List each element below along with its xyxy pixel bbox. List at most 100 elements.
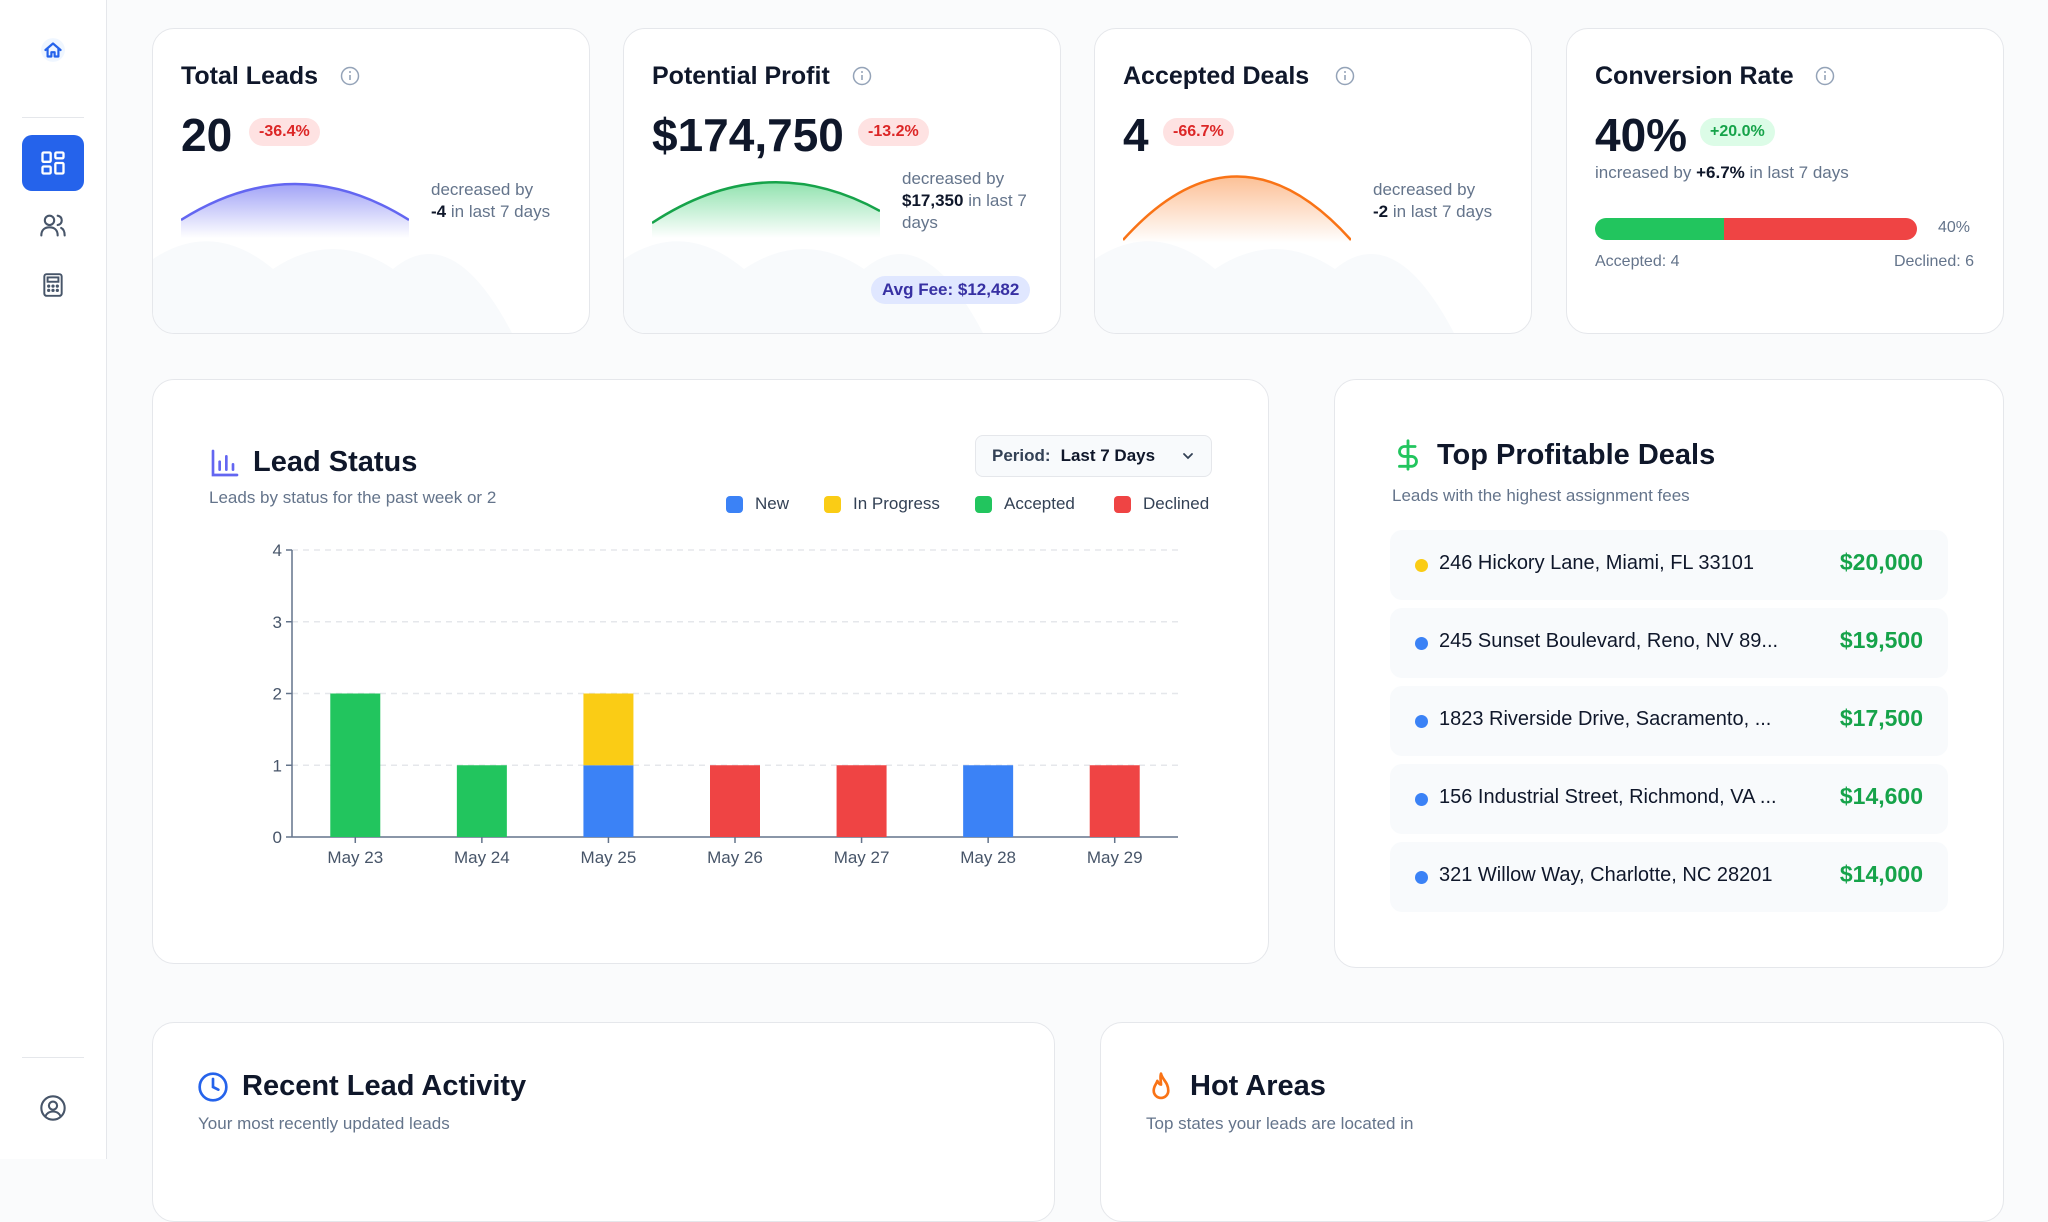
total-leads-title: Total Leads xyxy=(181,62,319,90)
potential-profit-value: $174,750 xyxy=(652,109,844,161)
home-icon xyxy=(41,38,65,62)
deal-item[interactable]: 156 Industrial Street, Richmond, VA ... $… xyxy=(1390,764,1948,834)
deal-amount: $20,000 xyxy=(1839,549,1923,575)
deal-amount: $17,500 xyxy=(1839,705,1923,731)
period-dropdown[interactable]: Period: Last 7 Days xyxy=(975,435,1212,477)
deal-address: 156 Industrial Street, Richmond, VA ... xyxy=(1439,786,1777,808)
accepted-deals-value: 4 xyxy=(1123,109,1149,161)
conversion-accepted-segment xyxy=(1595,218,1724,240)
period-value: Last 7 Days xyxy=(1060,446,1156,465)
legend-swatch xyxy=(824,495,841,513)
recent-activity-title: Recent Lead Activity xyxy=(242,1070,527,1102)
deal-address: 245 Sunset Boulevard, Reno, NV 89... xyxy=(1439,630,1779,652)
legend-label: Accepted xyxy=(1004,494,1075,513)
accepted-deals-card xyxy=(1094,28,1532,334)
y-tick-label: 0 xyxy=(273,828,282,847)
users-icon xyxy=(40,214,66,237)
deal-item[interactable]: 1823 Riverside Drive, Sacramento, ... $17… xyxy=(1390,686,1948,756)
sidebar xyxy=(0,0,107,1159)
background-wave-icon xyxy=(624,241,983,333)
potential-profit-change-badge: -13.2% xyxy=(858,118,929,146)
accepted-deals-sparkline xyxy=(1123,175,1351,243)
legend-label: New xyxy=(755,494,790,513)
status-dot xyxy=(1415,637,1428,650)
sidebar-divider xyxy=(22,1057,84,1058)
accepted-deals-change-badge: -66.7% xyxy=(1163,118,1234,146)
bar-accepted xyxy=(330,693,381,837)
lead-status-title: Lead Status xyxy=(253,446,418,478)
deal-amount: $14,000 xyxy=(1839,861,1923,887)
y-tick-label: 4 xyxy=(273,541,282,560)
deal-item[interactable]: 245 Sunset Boulevard, Reno, NV 89... $19,… xyxy=(1390,608,1948,678)
y-tick-label: 3 xyxy=(273,613,282,632)
legend-item-declined[interactable]: Declined xyxy=(1114,494,1209,514)
potential-profit-sparkline xyxy=(652,181,880,238)
total-leads-note: decreased by -4 in last 7 days xyxy=(431,180,551,221)
home-button[interactable] xyxy=(22,22,84,78)
bar-declined xyxy=(1089,765,1140,837)
status-dot xyxy=(1415,871,1428,884)
conversion-progress-bar xyxy=(1595,218,1917,240)
sidebar-item-leads[interactable] xyxy=(22,197,84,253)
deal-amount: $14,600 xyxy=(1839,783,1923,809)
deal-item[interactable]: 246 Hickory Lane, Miami, FL 33101 $20,000 xyxy=(1390,530,1948,600)
period-label: Period: xyxy=(992,446,1051,465)
background-wave-icon xyxy=(1095,241,1454,333)
info-icon[interactable] xyxy=(1815,66,1835,86)
x-tick-label: May 27 xyxy=(834,848,890,867)
total-leads-sparkline xyxy=(181,182,409,238)
potential-profit-card xyxy=(623,28,1061,334)
total-leads-card xyxy=(152,28,590,334)
x-tick-label: May 28 xyxy=(960,848,1016,867)
legend-item-new[interactable]: New xyxy=(726,494,789,514)
legend-item-accepted[interactable]: Accepted xyxy=(975,494,1075,514)
legend-label: Declined xyxy=(1143,494,1210,513)
sidebar-item-calculator[interactable] xyxy=(22,257,84,313)
bar-new xyxy=(963,765,1014,837)
y-tick-label: 1 xyxy=(273,756,282,775)
status-dot xyxy=(1415,793,1428,806)
x-tick-label: May 24 xyxy=(454,848,510,867)
flame-icon xyxy=(1152,1072,1170,1100)
deal-amount: $19,500 xyxy=(1839,627,1923,653)
legend-label: In Progress xyxy=(853,494,940,513)
x-tick-label: May 23 xyxy=(327,848,383,867)
sidebar-item-dashboard[interactable] xyxy=(22,135,84,191)
recent-activity-subtitle: Your most recently updated leads xyxy=(198,1114,450,1133)
conversion-rate-note: increased by +6.7% in last 7 days xyxy=(1595,163,1849,182)
conversion-rate-card xyxy=(1566,28,2004,334)
accepted-count: Accepted: 4 xyxy=(1595,253,1680,270)
info-icon[interactable] xyxy=(852,66,872,86)
info-icon[interactable] xyxy=(1335,66,1355,86)
bar-declined xyxy=(836,765,887,837)
y-tick-label: 2 xyxy=(273,685,282,704)
sidebar-divider xyxy=(22,117,84,118)
deal-item[interactable]: 321 Willow Way, Charlotte, NC 28201 $14,0… xyxy=(1390,842,1948,912)
legend-swatch xyxy=(726,495,743,513)
bar-accepted xyxy=(456,765,507,837)
lead-status-chart: 0 1 2 3 4 May 23 May 24 May 25 May 26 May 27 May 2… xyxy=(273,541,1178,867)
hot-areas-title: Hot Areas xyxy=(1190,1070,1326,1102)
clock-icon xyxy=(198,1072,228,1102)
hot-areas-subtitle: Top states your leads are located in xyxy=(1146,1114,1414,1133)
calculator-icon xyxy=(43,273,63,297)
accepted-deals-title: Accepted Deals xyxy=(1123,62,1310,90)
potential-profit-note: decreased by $17,350 in last 7 days xyxy=(902,169,1027,232)
top-deals-title: Top Profitable Deals xyxy=(1437,439,1716,471)
account-icon xyxy=(40,1095,66,1121)
account-button[interactable] xyxy=(22,1080,84,1136)
legend-item-in-progress[interactable]: In Progress xyxy=(824,494,940,514)
info-icon[interactable] xyxy=(340,66,360,86)
total-leads-change-badge: -36.4% xyxy=(249,118,320,146)
declined-count: Declined: 6 xyxy=(1893,253,1974,270)
legend-swatch xyxy=(1114,495,1131,513)
bar-in-progress xyxy=(583,693,634,766)
background-wave-icon xyxy=(153,241,512,333)
status-dot xyxy=(1415,715,1428,728)
dollar-icon xyxy=(1398,439,1418,471)
legend-swatch xyxy=(975,495,992,513)
total-leads-value: 20 xyxy=(181,109,233,161)
deal-address: 1823 Riverside Drive, Sacramento, ... xyxy=(1439,708,1772,730)
bar-new xyxy=(583,765,634,837)
accepted-deals-note: decreased by -2 in last 7 days xyxy=(1373,180,1493,221)
